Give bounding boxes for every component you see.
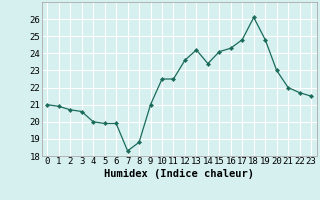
X-axis label: Humidex (Indice chaleur): Humidex (Indice chaleur)	[104, 169, 254, 179]
